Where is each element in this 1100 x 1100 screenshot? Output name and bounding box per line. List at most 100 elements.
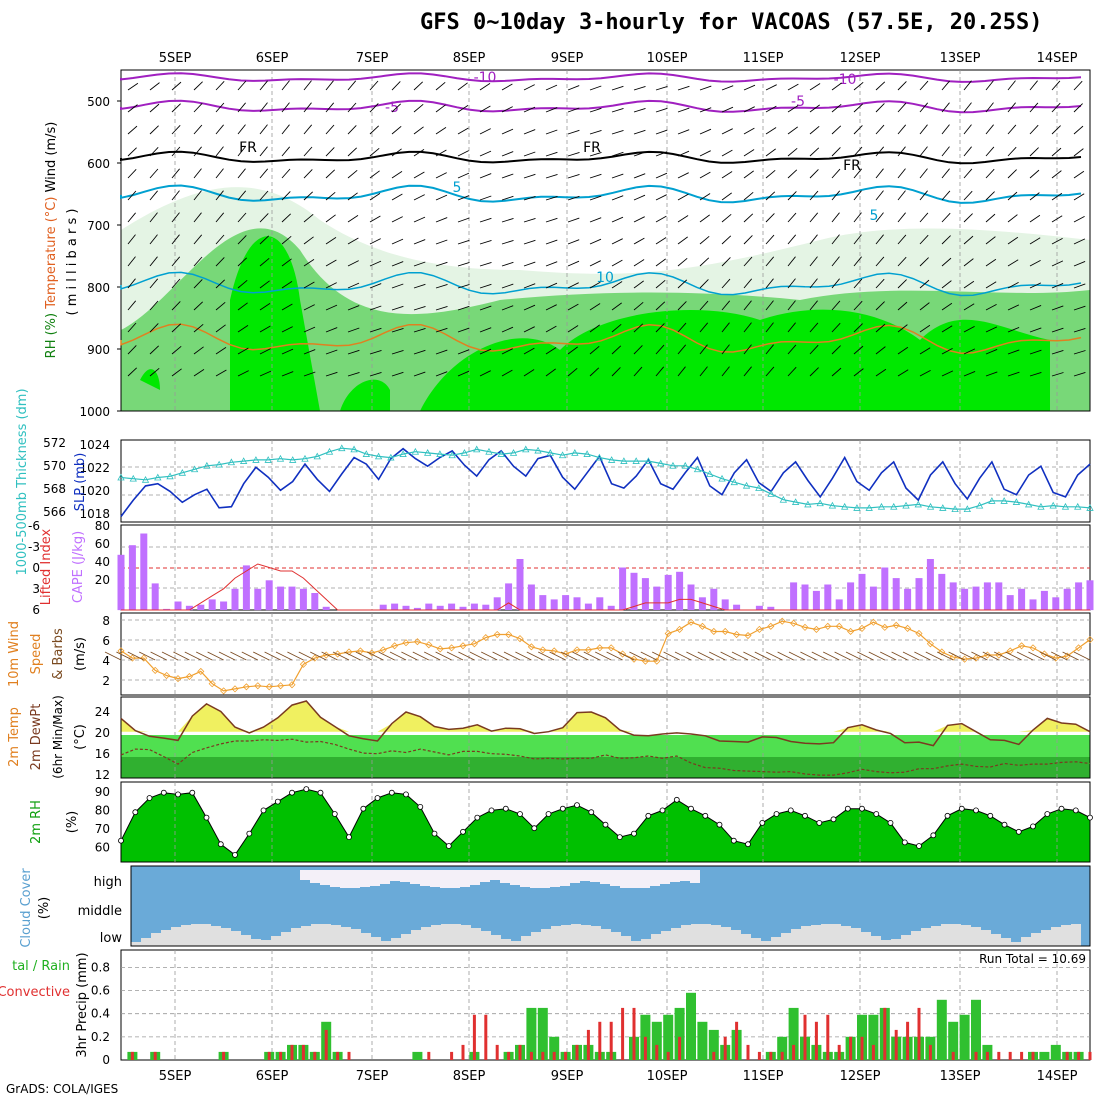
wind-barb <box>985 236 996 245</box>
wind-barb <box>721 278 731 289</box>
wind-barb <box>237 102 246 113</box>
rh-marker <box>688 805 694 812</box>
high-cloud-gap <box>620 870 630 888</box>
wind-barb <box>1051 349 1064 355</box>
low-cloud-gap <box>301 926 311 946</box>
rh-marker <box>802 812 808 819</box>
wind-barb <box>435 81 446 91</box>
day-label-bottom: 5SEP <box>159 1069 192 1084</box>
cape-bar <box>869 586 877 610</box>
rh-marker <box>517 811 523 817</box>
wind-barb <box>215 146 224 157</box>
wind-barb <box>897 324 908 333</box>
surface-wind-barb <box>264 651 281 661</box>
wind-barb <box>347 282 360 289</box>
wind-barb <box>897 256 907 267</box>
low-cloud-gap <box>921 928 931 946</box>
rh-marker <box>873 811 880 817</box>
wind-barb <box>677 322 687 333</box>
cape-bar <box>174 601 182 610</box>
precip-convective-bar <box>894 1029 898 1060</box>
wind-barb <box>193 102 203 113</box>
wind-barb <box>545 304 557 311</box>
thickness-marker <box>620 457 628 464</box>
wind-barb <box>1029 282 1042 289</box>
wind-speed-marker <box>208 680 216 688</box>
wind-tick-label: 2 <box>102 674 110 688</box>
wind-barb <box>281 191 291 201</box>
wind-barb <box>1007 146 1017 157</box>
wind-barb <box>963 235 974 245</box>
wind-barb <box>413 194 425 201</box>
wind-barb <box>743 366 752 377</box>
rh-marker <box>132 809 139 816</box>
wind-barb <box>787 169 798 179</box>
cape-bar <box>904 588 912 611</box>
wind-barb <box>303 259 315 267</box>
low-cloud-gap <box>691 924 701 946</box>
rh-marker <box>274 798 281 805</box>
wind-speed-marker <box>915 629 923 638</box>
wind-barb <box>831 256 840 267</box>
wind-speed-marker <box>140 654 148 662</box>
high-cloud-gap <box>530 870 540 888</box>
slp-line <box>120 447 1091 517</box>
high-cloud-gap <box>500 870 510 883</box>
high-cloud-gap <box>650 870 660 886</box>
wind-barb <box>567 151 580 157</box>
wind-barb <box>479 370 491 377</box>
thickness-marker <box>350 445 358 453</box>
precip-convective-bar <box>723 1036 727 1060</box>
surface-wind-barb <box>526 651 544 661</box>
cape-bar <box>653 586 661 610</box>
wind-barb <box>545 347 557 355</box>
wind-barb <box>347 237 359 245</box>
wind-speed-marker <box>721 627 729 636</box>
wind-barb <box>985 191 995 201</box>
wind-barb <box>1051 192 1063 201</box>
wind-barb <box>281 213 292 223</box>
wind-barb <box>237 124 246 135</box>
wind-barb <box>655 237 667 245</box>
wind-barb <box>699 107 712 113</box>
wind-barb <box>1007 304 1020 311</box>
wind-barb <box>831 82 842 91</box>
wind-barb <box>765 344 774 355</box>
wind-barb <box>633 107 646 113</box>
slp-frame <box>120 439 1091 523</box>
wind-barb <box>963 326 975 333</box>
surface-wind-barb <box>993 651 1011 661</box>
wind-barb <box>545 261 558 267</box>
precip-convective-bar <box>643 1036 647 1060</box>
wind-barb <box>897 279 907 289</box>
rh-tick-label: 80 <box>95 804 110 818</box>
thickness-marker <box>436 450 444 457</box>
wind-barb <box>193 168 202 179</box>
contour-plus5 <box>120 184 1082 204</box>
wind-barb <box>875 146 885 157</box>
wind-barb <box>721 106 734 113</box>
thickness-marker <box>252 456 260 463</box>
thickness-marker <box>1037 502 1045 510</box>
day-label-bottom: 6SEP <box>256 1069 289 1084</box>
wind-barb <box>435 305 448 311</box>
precip-convective-bar <box>472 1014 476 1060</box>
low-cloud-gap <box>271 936 281 946</box>
surface-wind-barb <box>583 651 601 661</box>
wind-speed-marker <box>710 627 718 636</box>
rh-marker <box>303 786 310 792</box>
high-cloud-gap <box>520 870 530 887</box>
wind-barb <box>633 216 645 223</box>
rh-marker <box>616 834 623 840</box>
wind-barb <box>391 327 404 333</box>
low-cloud-gap <box>421 927 431 946</box>
cape-bar <box>1052 597 1060 611</box>
surface-wind-barb <box>754 651 772 661</box>
wind-barb <box>149 190 158 201</box>
precip-convective-bar <box>860 1036 864 1060</box>
wind-barb <box>985 124 994 135</box>
wind-barb <box>919 257 929 267</box>
wind-barb <box>193 81 203 91</box>
wind-speed-marker <box>926 640 934 648</box>
